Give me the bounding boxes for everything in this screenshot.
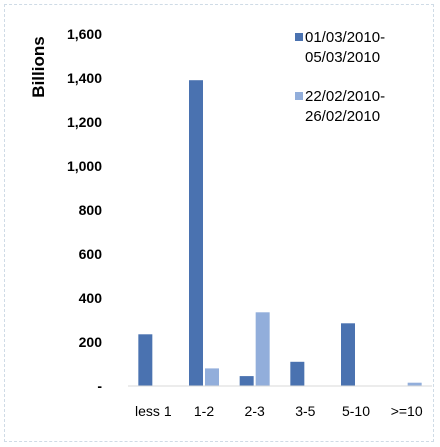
bar-series1 (138, 334, 153, 386)
x-tick-label: 1-2 (194, 403, 214, 419)
y-axis-label: Billions (29, 36, 48, 97)
x-tick-label: 5-10 (342, 403, 370, 419)
bar-series2 (205, 368, 219, 386)
legend: 01/03/2010- 05/03/2010 22/02/2010- 26/02/20… (295, 29, 385, 125)
bars (138, 80, 422, 386)
legend-label: 22/02/2010- (305, 88, 385, 105)
legend-label: 26/02/2010 (305, 108, 380, 125)
chart-frame (4, 4, 434, 442)
y-tick-label: 400 (79, 290, 103, 306)
bar-series1 (341, 323, 355, 386)
bar-series1 (239, 376, 254, 386)
y-tick-label: 1,200 (67, 114, 102, 130)
y-tick-label: - (97, 378, 102, 394)
x-tick-label: >=10 (391, 403, 423, 419)
bar-series1 (189, 80, 203, 386)
y-tick-label: 600 (79, 246, 103, 262)
bar-series1 (290, 361, 305, 386)
y-tick-label: 800 (79, 202, 103, 218)
y-tick-label: 1,400 (67, 70, 102, 86)
bar-series2 (407, 382, 422, 386)
legend-label: 05/03/2010 (305, 49, 380, 66)
legend-swatch (295, 33, 303, 41)
y-tick-label: 1,600 (67, 26, 102, 42)
x-tick-label: 3-5 (295, 403, 315, 419)
legend-swatch (295, 92, 303, 100)
bar-series2 (255, 312, 270, 386)
legend-label: 01/03/2010- (305, 29, 385, 46)
y-tick-labels: - 200 400 600 800 1,000 1,200 1,400 1,600 (67, 26, 102, 394)
x-tick-labels: less 1 1-2 2-3 3-5 5-10 >=10 (135, 403, 423, 419)
x-tick-label: 2-3 (245, 403, 265, 419)
y-tick-label: 200 (79, 334, 103, 350)
y-tick-label: 1,000 (67, 158, 102, 174)
x-tick-label: less 1 (135, 403, 172, 419)
